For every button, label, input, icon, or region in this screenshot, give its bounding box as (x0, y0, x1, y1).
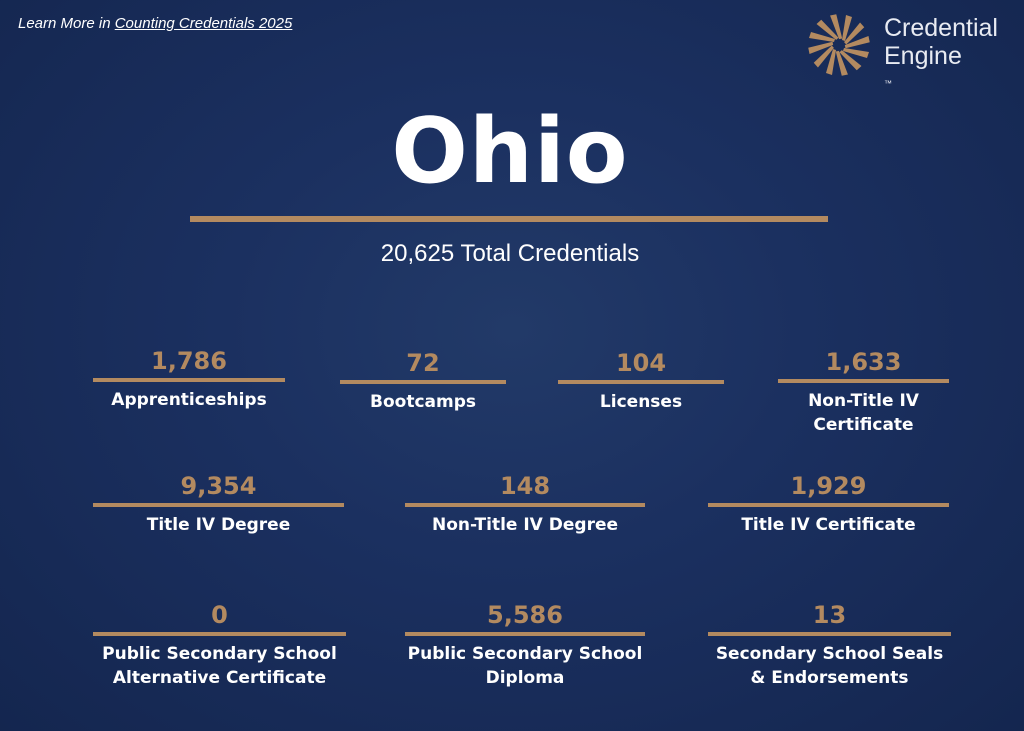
title-divider (190, 216, 828, 222)
stat-divider (405, 632, 645, 636)
stat-non-title-iv-certificate: 1,633 Non-Title IV Certificate (778, 347, 949, 437)
stat-bootcamps: 72 Bootcamps (340, 348, 506, 414)
credential-engine-logo[interactable]: Credential Engine ™ (806, 12, 1016, 88)
stat-label: Apprenticeships (111, 390, 267, 410)
stat-divider (708, 503, 949, 507)
stat-label: Public Secondary School Alternative Certi… (102, 644, 337, 688)
logo-line-1: Credential (884, 14, 998, 42)
state-title: Ohio (391, 99, 629, 204)
stat-divider (778, 379, 949, 383)
stat-divider (558, 380, 724, 384)
stat-value: 148 (499, 472, 551, 500)
stat-apprenticeships: 1,786 Apprenticeships (93, 346, 285, 412)
logo-trademark: ™ (884, 79, 892, 88)
stat-divider (93, 632, 346, 636)
stat-title-iv-certificate: 1,929 Title IV Certificate (708, 471, 949, 537)
stat-title-iv-degree: 9,354 Title IV Degree (93, 471, 344, 537)
logo-wordmark: Credential Engine ™ (884, 14, 998, 98)
stat-label: Bootcamps (370, 392, 476, 412)
stat-label: Public Secondary School Diploma (407, 644, 643, 688)
stat-divider (405, 503, 645, 507)
stat-divider (93, 378, 285, 382)
stat-value: 1,786 (151, 347, 227, 375)
learn-more-text: Learn More in Counting Credentials 2025 (18, 15, 292, 32)
stat-value: 104 (615, 349, 667, 377)
stat-non-title-iv-degree: 148 Non-Title IV Degree (405, 471, 645, 537)
logo-line-2: Engine (884, 42, 962, 70)
stat-secondary-seals-endorsements: 13 Secondary School Seals & Endorsements (708, 600, 951, 690)
learn-more-prefix: Learn More in (18, 15, 115, 32)
stat-licenses: 104 Licenses (558, 348, 724, 414)
stat-public-secondary-diploma: 5,586 Public Secondary School Diploma (405, 600, 645, 690)
stat-divider (708, 632, 951, 636)
stat-divider (340, 380, 506, 384)
stat-public-secondary-alternative: 0 Public Secondary School Alternative Cer… (93, 600, 346, 690)
stat-label: Title IV Certificate (741, 515, 916, 535)
stat-value: 1,633 (825, 348, 902, 376)
stat-label: Title IV Degree (146, 515, 291, 535)
stat-value: 13 (812, 601, 847, 629)
stat-value: 5,586 (487, 601, 563, 629)
stat-value: 72 (406, 349, 440, 377)
stat-label: Licenses (599, 392, 683, 412)
stat-value: 1,929 (790, 472, 867, 500)
stat-divider (93, 503, 344, 507)
stat-label: Secondary School Seals & Endorsements (715, 644, 944, 688)
counting-credentials-link[interactable]: Counting Credentials 2025 (114, 15, 293, 32)
logo-pinwheel-icon (806, 12, 872, 78)
stat-value: 0 (211, 601, 228, 629)
stat-label: Non-Title IV Degree (431, 515, 619, 535)
stat-label: Non-Title IV Certificate (808, 391, 919, 435)
stat-value: 9,354 (180, 472, 257, 500)
total-credentials: 20,625 Total Credentials (380, 240, 640, 267)
